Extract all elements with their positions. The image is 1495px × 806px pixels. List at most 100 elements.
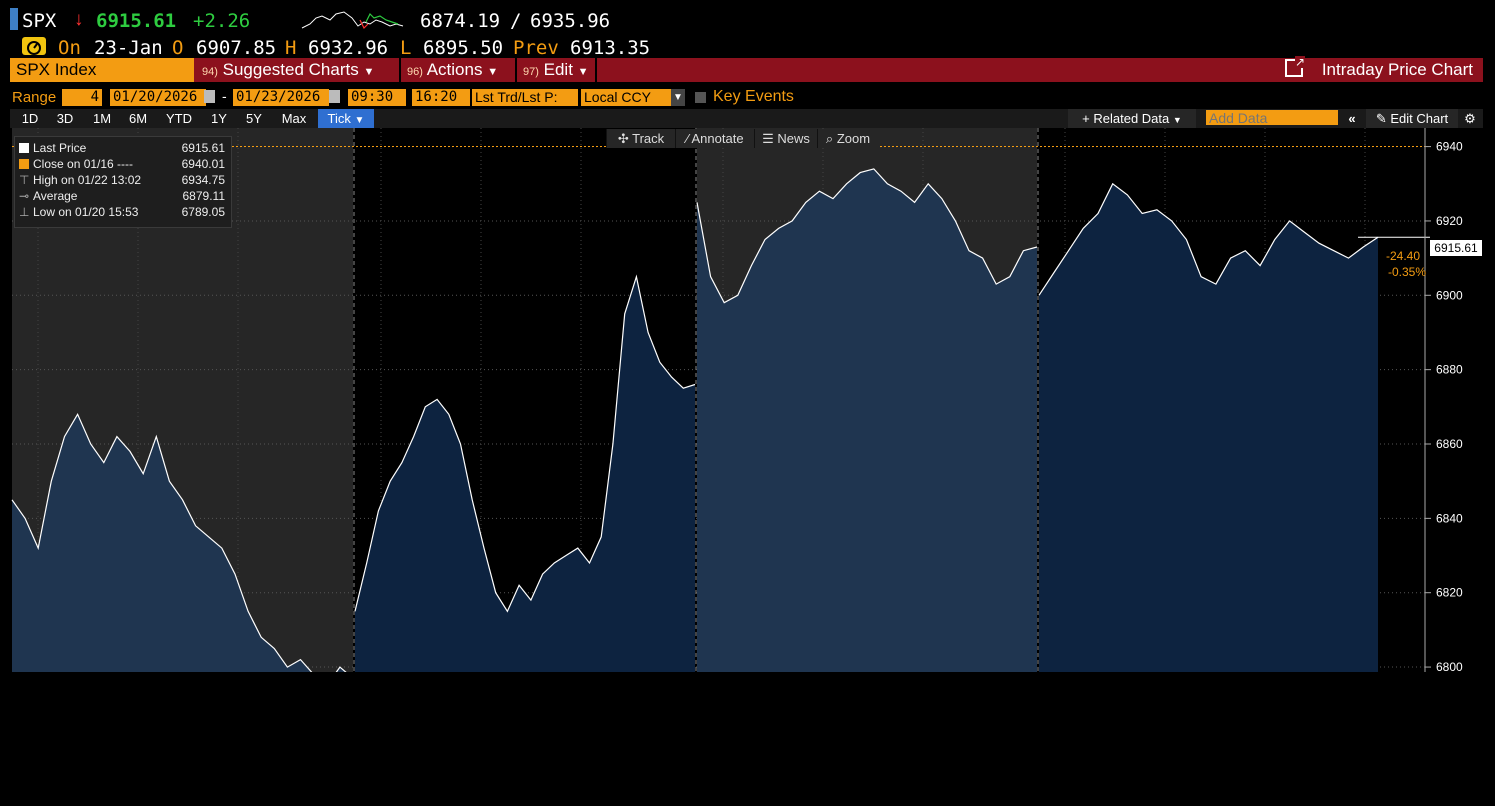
on-label: On bbox=[58, 37, 81, 59]
track-label: Track bbox=[632, 131, 665, 146]
suggested-charts-menu[interactable]: 94) Suggested Charts ▼ bbox=[196, 58, 380, 82]
edit-label: Edit bbox=[543, 60, 573, 79]
period-3d-button[interactable]: 3D bbox=[56, 111, 74, 126]
collapse-chevrons-icon[interactable]: « bbox=[1348, 111, 1356, 126]
zoom-button[interactable]: ⌕ Zoom bbox=[817, 129, 878, 148]
security-field[interactable]: SPX Index bbox=[10, 58, 194, 82]
period-row: 1D 3D 1M 6M YTD 1Y 5Y Max Tick ▼ + Relat… bbox=[10, 109, 1483, 128]
chart-axes: 67806800682068406860688069006920694010:0… bbox=[1424, 128, 1463, 672]
legend-label: Low on 01/20 15:53 bbox=[33, 205, 139, 219]
start-date-field[interactable]: 01/20/2026 bbox=[110, 89, 206, 106]
period-5y-button[interactable]: 5Y bbox=[246, 111, 262, 126]
chevron-down-icon[interactable]: ▼ bbox=[671, 89, 685, 106]
range-row: Range 4 01/20/2026 - 01/23/2026 09:30 16… bbox=[0, 87, 1495, 109]
period-tick-button[interactable]: Tick ▼ bbox=[318, 109, 374, 128]
legend-prev-close[interactable]: Close on 01/16 ---- 6940.01 bbox=[19, 156, 227, 172]
annotate-icon: ∕ bbox=[686, 131, 692, 146]
legend-average[interactable]: ⊸ Average 6879.11 bbox=[19, 188, 227, 204]
calendar-icon[interactable] bbox=[204, 90, 215, 103]
track-button[interactable]: ✣ Track bbox=[606, 129, 675, 148]
period-max-button[interactable]: Max bbox=[281, 111, 307, 126]
external-link-icon: ↗ bbox=[1285, 56, 1306, 77]
pencil-icon: ✎ bbox=[1375, 111, 1387, 126]
chevron-down-icon: ▼ bbox=[363, 66, 375, 78]
y-tick-label: 6800 bbox=[1436, 660, 1463, 672]
end-date-field[interactable]: 01/23/2026 bbox=[233, 89, 329, 106]
range-high: 6935.96 bbox=[530, 10, 611, 32]
price-area-segment bbox=[697, 168, 1037, 672]
news-label: News bbox=[777, 131, 810, 146]
edit-chart-button[interactable]: ✎ Edit Chart bbox=[1366, 109, 1458, 128]
end-time-field[interactable]: 16:20 bbox=[412, 89, 470, 106]
change-percent: -0.35% bbox=[1388, 265, 1427, 279]
edit-menu[interactable]: 97) Edit ▼ bbox=[515, 58, 597, 82]
quote-date: 23-Jan bbox=[94, 37, 163, 59]
sparkline-icon bbox=[301, 11, 404, 30]
gauge-icon[interactable] bbox=[22, 37, 46, 55]
start-time-field[interactable]: 09:30 bbox=[348, 89, 406, 106]
chart-legend[interactable]: Last Price 6915.61 Close on 01/16 ---- 6… bbox=[14, 136, 232, 228]
range-number-field[interactable]: 4 bbox=[62, 89, 102, 106]
y-tick-label: 6820 bbox=[1436, 586, 1463, 600]
low-value: 6895.50 bbox=[423, 37, 504, 59]
legend-label: Average bbox=[33, 189, 78, 203]
range-label: Range bbox=[12, 89, 57, 106]
legend-last-price[interactable]: Last Price 6915.61 bbox=[19, 140, 227, 156]
low-label: L bbox=[400, 37, 412, 59]
high-value: 6932.96 bbox=[308, 37, 389, 59]
price-line-segment bbox=[696, 168, 1038, 304]
open-value: 6907.85 bbox=[196, 37, 277, 59]
ticker-symbol[interactable]: SPX bbox=[22, 10, 57, 32]
period-6m-button[interactable]: 6M bbox=[128, 111, 148, 126]
price-line-segment bbox=[354, 274, 696, 613]
y-tick-label: 6900 bbox=[1436, 288, 1463, 302]
period-1y-button[interactable]: 1Y bbox=[211, 111, 227, 126]
magnifier-icon: ⌕ bbox=[825, 131, 837, 146]
price-chart[interactable]: 67806800682068406860688069006920694010:0… bbox=[0, 0, 1475, 672]
legend-label: Close on 01/16 ---- bbox=[33, 157, 134, 171]
period-1d-button[interactable]: 1D bbox=[21, 111, 39, 126]
prev-label: Prev bbox=[513, 37, 559, 59]
chevron-down-icon: ▼ bbox=[354, 115, 365, 126]
price-line bbox=[11, 146, 1430, 672]
chevron-down-icon: ▼ bbox=[1172, 115, 1182, 125]
calendar-icon[interactable] bbox=[329, 90, 340, 103]
edit-number: 97) bbox=[523, 66, 539, 78]
legend-value: 6789.05 bbox=[181, 205, 225, 219]
y-tick-label: 6860 bbox=[1436, 437, 1463, 451]
last-price-tag: 6915.61 bbox=[1430, 240, 1482, 256]
price-type-select[interactable]: Lst Trd/Lst P: bbox=[472, 89, 578, 106]
chart-title-area[interactable]: ↗ Intraday Price Chart bbox=[1279, 56, 1479, 82]
period-1m-button[interactable]: 1M bbox=[92, 111, 112, 126]
actions-menu[interactable]: 96) Actions ▼ bbox=[399, 58, 504, 82]
currency-select[interactable]: Local CCY bbox=[581, 89, 679, 106]
add-data-input[interactable] bbox=[1206, 110, 1338, 125]
annotate-button[interactable]: ∕ Annotate bbox=[675, 129, 754, 148]
suggested-charts-label: Suggested Charts bbox=[222, 60, 359, 79]
ticker-color-marker bbox=[10, 8, 18, 30]
related-data-menu[interactable]: + Related Data ▼ bbox=[1068, 109, 1196, 128]
period-ytd-button[interactable]: YTD bbox=[166, 111, 192, 126]
y-tick-label: 6880 bbox=[1436, 363, 1463, 377]
price-line-segment bbox=[11, 412, 347, 672]
key-events-checkbox[interactable] bbox=[695, 92, 706, 103]
y-tick-label: 6940 bbox=[1436, 140, 1463, 154]
price-area-segment bbox=[355, 276, 695, 672]
chart-title: Intraday Price Chart bbox=[1321, 60, 1473, 79]
down-arrow-icon: ↓ bbox=[74, 9, 84, 30]
chevron-down-icon: ▼ bbox=[577, 66, 589, 78]
legend-value: 6879.11 bbox=[182, 189, 226, 203]
prev-value: 6913.35 bbox=[570, 37, 651, 59]
white-swatch-icon bbox=[19, 143, 29, 153]
legend-low[interactable]: ⊥ Low on 01/20 15:53 6789.05 bbox=[19, 204, 227, 220]
change-value: -24.40 bbox=[1386, 249, 1421, 263]
legend-high[interactable]: ⊤ High on 01/22 13:02 6934.75 bbox=[19, 172, 227, 188]
gear-icon[interactable]: ⚙ bbox=[1464, 111, 1476, 126]
crosshair-icon: ✣ bbox=[617, 131, 633, 146]
average-marker-icon: ⊸ bbox=[19, 189, 30, 203]
actions-label: Actions bbox=[426, 60, 483, 79]
price-line-segment bbox=[1038, 182, 1379, 296]
price-change: +2.26 bbox=[193, 10, 251, 32]
news-button[interactable]: ☰ News bbox=[754, 129, 817, 148]
y-tick-label: 6840 bbox=[1436, 511, 1463, 525]
